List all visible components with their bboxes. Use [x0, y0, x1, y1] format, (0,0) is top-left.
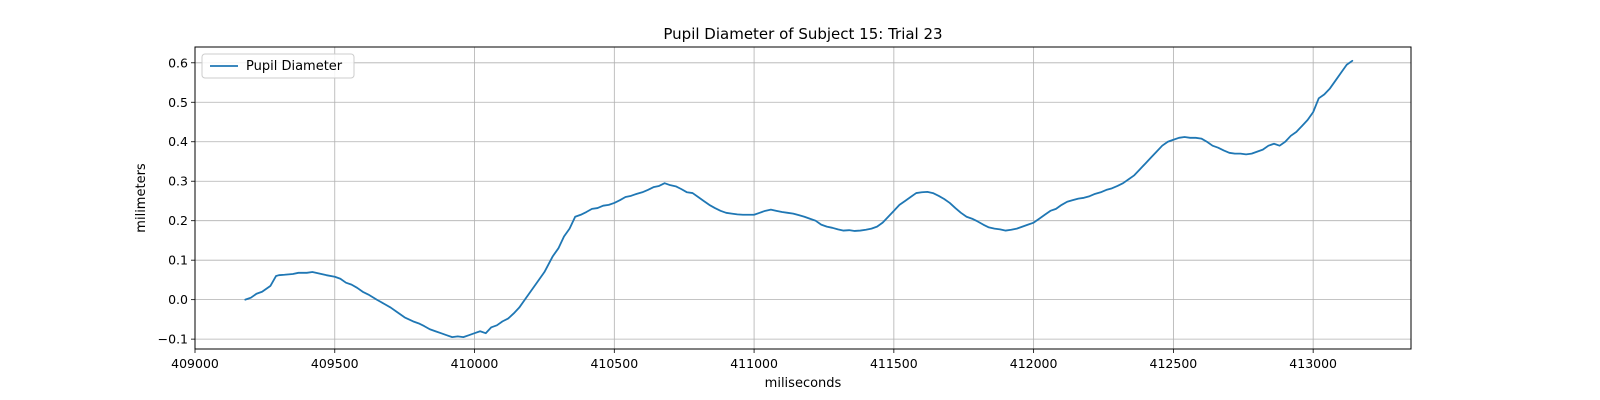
legend: Pupil Diameter — [201, 53, 355, 79]
axis-ticks: 409000 409500 410000 410500 411000 411500 4120… — [158, 55, 1337, 371]
x-tick-label: 409000 — [171, 356, 219, 371]
x-tick-label: 409500 — [311, 356, 359, 371]
plot-area-frame — [194, 46, 1412, 350]
grid — [194, 47, 1411, 349]
y-tick-label: 0.0 — [168, 292, 188, 307]
x-tick-label: 412000 — [1010, 356, 1058, 371]
x-tick-label: 411000 — [730, 356, 778, 371]
y-tick-label: 0.3 — [168, 174, 188, 189]
legend-label: Pupil Diameter — [246, 59, 343, 74]
x-tick-label: 412500 — [1150, 356, 1198, 371]
y-tick-label: −0.1 — [158, 332, 188, 347]
x-tick-label: 410000 — [451, 356, 499, 371]
chart-title: Pupil Diameter of Subject 15: Trial 23 — [663, 25, 942, 43]
legend-box — [201, 53, 355, 79]
y-tick-label: 0.2 — [168, 213, 188, 228]
y-tick-label: 0.1 — [168, 253, 188, 268]
y-tick-label: 0.4 — [168, 134, 188, 149]
y-axis-label: milimeters — [134, 163, 149, 233]
y-tick-label: 0.6 — [168, 55, 188, 70]
series-line-pupil-diameter — [244, 59, 1354, 339]
y-tick-label: 0.5 — [168, 95, 188, 110]
series-layer — [244, 59, 1354, 339]
x-tick-label: 410500 — [590, 356, 638, 371]
x-tick-label: 411500 — [870, 356, 918, 371]
x-axis-label: miliseconds — [765, 376, 842, 391]
x-tick-label: 413000 — [1289, 356, 1337, 371]
